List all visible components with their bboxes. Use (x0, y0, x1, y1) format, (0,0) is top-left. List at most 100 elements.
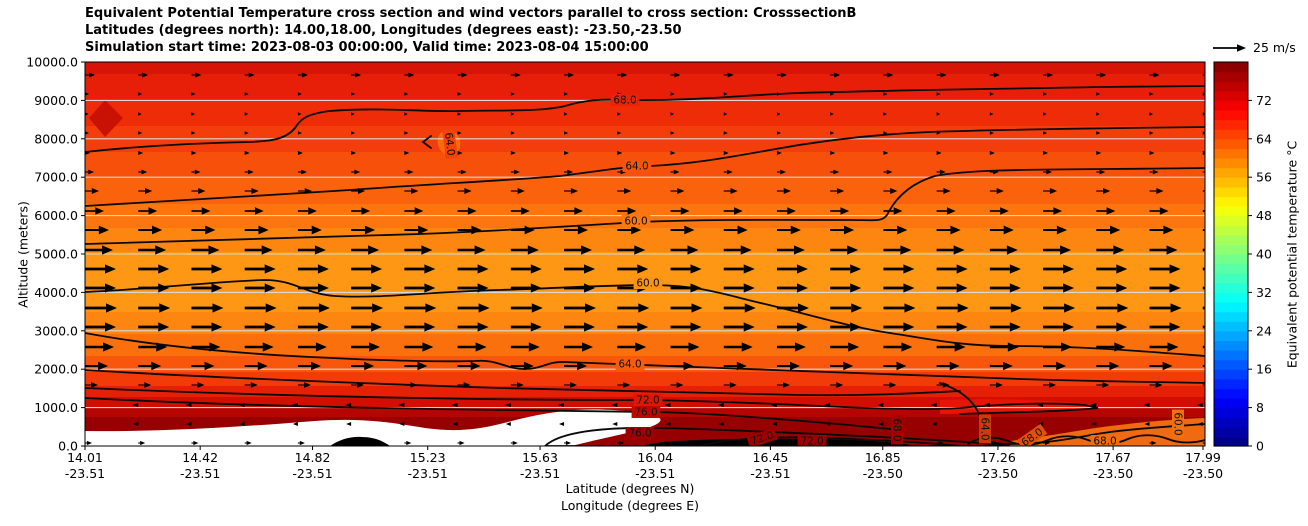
wind-vector-head (797, 303, 809, 313)
wind-vector-head (369, 342, 381, 352)
wind-vector (670, 112, 674, 116)
wind-vector-head (523, 361, 534, 371)
wind-vector-head (940, 72, 947, 78)
colorbar-band (1214, 311, 1248, 322)
contour-label: 64.0 (978, 414, 991, 444)
wind-vector-head (1162, 361, 1173, 371)
contour-line (543, 426, 1011, 446)
wind-vector-head (247, 169, 254, 175)
wind-vector-head (1044, 440, 1051, 446)
wind-vector-head (1006, 245, 1018, 255)
wind-vector-head (896, 361, 907, 371)
wind-vector (244, 131, 249, 135)
quiver-key-arrow-head (1237, 44, 1246, 52)
x-tick-label-lat: 16.85 (865, 450, 901, 465)
colorbar-band (1214, 177, 1248, 188)
wind-vector-head (425, 303, 437, 313)
wind-vector (883, 112, 887, 116)
wind-vector-head (942, 382, 950, 388)
wind-vector-head (106, 303, 117, 313)
wind-vector (989, 112, 994, 116)
wind-vector-head (371, 322, 383, 332)
wind-vector (717, 402, 724, 408)
wind-vector-head (790, 225, 801, 235)
wind-vector-head (783, 382, 790, 388)
wind-vector (1096, 112, 1100, 116)
wind-vector-head (512, 440, 518, 446)
colorbar-band (1214, 215, 1248, 226)
contour-label: 72.0 (797, 435, 827, 446)
wind-vector-head (621, 72, 628, 78)
wind-vector-head (357, 187, 366, 195)
x-tick-label-lon: -23.50 (1183, 466, 1223, 481)
wind-vector (989, 131, 994, 135)
wind-vector (718, 422, 724, 426)
wind-vector (1091, 422, 1097, 426)
wind-vector (404, 131, 409, 135)
wind-vector (138, 131, 143, 135)
x-tick-label-lon: -23.50 (978, 466, 1018, 481)
wind-vector (564, 151, 570, 155)
wind-vector-head (577, 361, 588, 371)
wind-vector-head (1117, 303, 1129, 313)
title-line-2: Latitudes (degrees north): 14.00,18.00, … (85, 23, 682, 38)
wind-vector (297, 112, 302, 116)
theta-e-overlay (89, 100, 123, 137)
wind-vector-head (1106, 207, 1116, 215)
wind-vector (351, 112, 355, 116)
wind-vector-head (364, 225, 376, 235)
wind-vector-head (676, 382, 684, 388)
svg-text:68.0: 68.0 (613, 95, 636, 107)
wind-vector-head (1153, 72, 1160, 78)
wind-vector (398, 402, 405, 408)
wind-vector (510, 131, 515, 135)
wind-vector-head (464, 187, 472, 195)
wind-vector (85, 131, 89, 135)
contour-line (85, 167, 1205, 245)
wind-vector-head (889, 382, 897, 388)
wind-vector-head (946, 207, 956, 215)
wind-vector-head (86, 440, 92, 446)
wind-vector-head (950, 225, 961, 235)
wind-vector-head (474, 245, 486, 255)
wind-vector (346, 422, 352, 426)
y-tick-label: 8000.0 (34, 131, 78, 146)
x-tick-label-lon: -23.51 (180, 466, 220, 481)
colorbar-band (1214, 407, 1248, 418)
wind-vector-head (743, 283, 755, 293)
wind-vector-head (156, 342, 168, 352)
wind-vector-head (151, 361, 162, 371)
wind-vector-head (1046, 169, 1053, 175)
wind-vector-head (635, 342, 647, 352)
colorbar-band (1214, 263, 1248, 274)
wind-vector-head (848, 342, 860, 352)
svg-text:60.0: 60.0 (1171, 412, 1183, 435)
wind-vector (1043, 151, 1049, 155)
wind-vector-head (528, 342, 540, 352)
wind-vector-head (741, 342, 753, 352)
wind-vector-head (1166, 245, 1178, 255)
wind-vector (191, 92, 196, 96)
wind-vector-head (424, 322, 436, 332)
wind-vector-head (631, 225, 642, 235)
wind-vector-head (311, 361, 321, 371)
x-tick-label-lon: -23.51 (750, 466, 790, 481)
wind-vector-head (567, 169, 574, 175)
wind-vector (1202, 131, 1205, 135)
wind-vector-head (744, 303, 756, 313)
wind-vector-head (730, 187, 738, 195)
wind-vector (1202, 112, 1205, 116)
wind-vector (664, 402, 671, 408)
wind-vector-head (516, 382, 524, 388)
colorbar-band (1214, 426, 1248, 437)
wind-vector (351, 131, 356, 135)
x-tick-label-lon: -23.51 (65, 466, 105, 481)
quiver-key-label: 25 m/s (1253, 40, 1296, 55)
wind-vector (351, 92, 356, 96)
x-tick-label-lat: 14.42 (182, 450, 218, 465)
wind-vector-head (796, 322, 808, 332)
wind-vector-head (638, 303, 650, 313)
wind-vector (510, 92, 515, 96)
wind-vector-head (201, 207, 211, 215)
wind-vector (138, 151, 144, 155)
